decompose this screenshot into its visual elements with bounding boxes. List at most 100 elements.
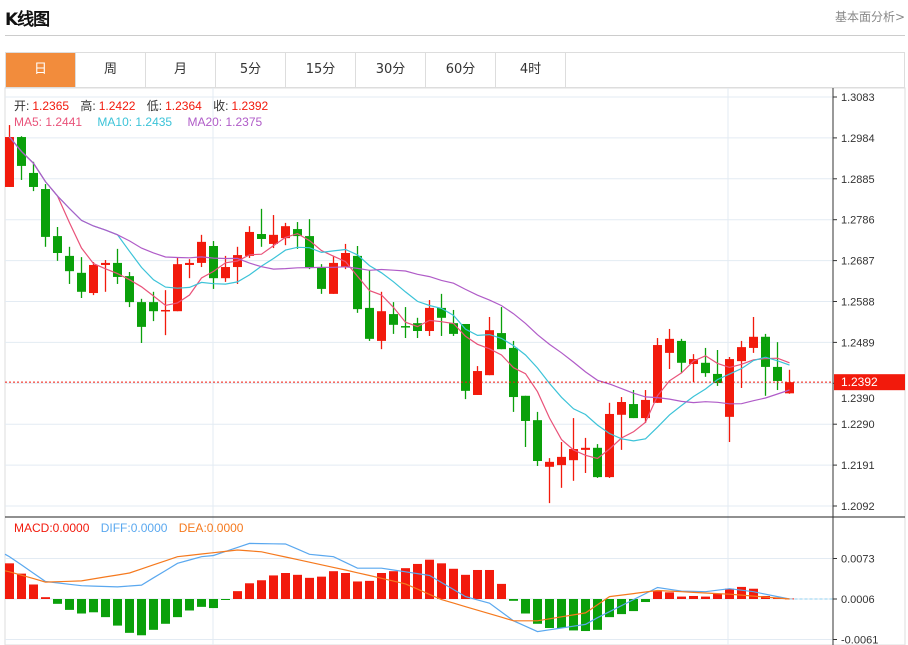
candle-down — [389, 314, 398, 325]
macd-bar-negative — [629, 599, 638, 612]
candle-down — [629, 404, 638, 419]
macd-bar-negative — [101, 599, 110, 618]
period-tabs: 日 周 月 5分 15分 30分 60分 4时 — [5, 52, 905, 88]
macd-bar-negative — [197, 599, 206, 607]
candle-down — [305, 236, 314, 268]
price-tick-label: 1.2687 — [841, 256, 875, 268]
macd-bar-negative — [149, 599, 158, 630]
candle-down — [521, 395, 530, 421]
price-tick-label: 1.2191 — [841, 460, 875, 472]
price-tick-label: 1.3083 — [841, 92, 875, 104]
macd-bar-positive — [353, 581, 362, 599]
candle-up — [725, 359, 734, 417]
macd-bar-positive — [41, 597, 50, 599]
candle-down — [293, 229, 302, 237]
macd-bar-positive — [701, 596, 710, 599]
ma10-value: MA10: 1.2435 — [97, 115, 173, 129]
candle-down — [77, 272, 86, 292]
macd-bar-positive — [713, 593, 722, 599]
page-title: K线图 — [5, 10, 50, 30]
ma20-value: MA20: 1.2375 — [187, 115, 263, 129]
price-tick-label: 1.2489 — [841, 337, 875, 349]
candle-down — [773, 366, 782, 381]
macd-bar-positive — [281, 573, 290, 599]
tab-4hour[interactable]: 4时 — [496, 53, 566, 87]
macd-bar-negative — [617, 599, 626, 615]
macd-bar-positive — [329, 571, 338, 599]
tab-60min[interactable]: 60分 — [426, 53, 496, 87]
close-label: 收: — [213, 99, 229, 113]
candle-up — [269, 234, 278, 244]
candle-up — [569, 449, 578, 461]
macd-bar-negative — [509, 599, 518, 601]
candle-up — [749, 336, 758, 348]
macd-bar-positive — [665, 592, 674, 599]
candle-down — [365, 307, 374, 339]
macd-value: MACD:0.0000 — [14, 521, 90, 535]
tab-15min[interactable]: 15分 — [286, 53, 356, 87]
candle-up — [665, 338, 674, 353]
candle-down — [713, 373, 722, 384]
candle-up — [341, 253, 350, 268]
candle-up — [653, 345, 662, 403]
candle-down — [509, 347, 518, 398]
macd-bar-negative — [593, 599, 602, 630]
macd-tick-label: -0.0061 — [841, 635, 878, 645]
macd-bar-positive — [653, 591, 662, 599]
candle-down — [41, 189, 50, 237]
tab-day[interactable]: 日 — [6, 53, 76, 87]
ma10-line — [9, 136, 790, 442]
tab-month[interactable]: 月 — [146, 53, 216, 87]
candle-up — [185, 262, 194, 265]
ma5-line — [9, 136, 790, 460]
macd-bar-positive — [305, 577, 314, 599]
tab-week[interactable]: 周 — [76, 53, 146, 87]
tab-5min[interactable]: 5分 — [216, 53, 286, 87]
macd-bar-negative — [641, 599, 650, 603]
macd-bar-positive — [389, 571, 398, 599]
ma20-line — [9, 136, 790, 405]
diff-line — [4, 542, 790, 633]
candle-up — [221, 267, 230, 279]
fundamental-analysis-link[interactable]: 基本面分析> — [834, 10, 905, 24]
candle-down — [317, 267, 326, 289]
candle-down — [437, 307, 446, 318]
candle-down — [761, 336, 770, 367]
macd-bar-positive — [245, 583, 254, 599]
candle-up — [245, 231, 254, 256]
macd-bar-negative — [113, 599, 122, 626]
candle-up — [485, 330, 494, 376]
candle-down — [53, 236, 62, 254]
price-tick-label: 1.2885 — [841, 174, 875, 186]
macd-bar-negative — [605, 599, 614, 618]
candle-up — [641, 399, 650, 419]
candle-down — [257, 234, 266, 239]
candle-up — [161, 309, 170, 312]
candle-up — [473, 371, 482, 395]
candle-up — [785, 382, 794, 394]
current-price-label: 1.2392 — [841, 375, 878, 389]
open-label: 开: — [14, 99, 30, 113]
macd-bar-positive — [341, 573, 350, 599]
candle-down — [209, 245, 218, 279]
macd-bar-negative — [545, 599, 554, 629]
tab-30min[interactable]: 30分 — [356, 53, 426, 87]
macd-bar-positive — [29, 584, 38, 599]
macd-bar-negative — [161, 599, 170, 624]
macd-bar-positive — [5, 563, 14, 599]
header-divider — [5, 35, 905, 36]
macd-bar-positive — [425, 559, 434, 599]
candle-up — [5, 137, 14, 187]
macd-bar-positive — [449, 568, 458, 599]
macd-bar-positive — [365, 580, 374, 599]
macd-bar-positive — [257, 580, 266, 599]
candle-down — [533, 420, 542, 462]
macd-bar-negative — [185, 599, 194, 611]
macd-bar-positive — [293, 574, 302, 599]
macd-bar-negative — [533, 599, 542, 624]
candle-up — [581, 447, 590, 450]
ma-info: MA5: 1.2441 MA10: 1.2435 MA20: 1.2375 — [14, 115, 265, 129]
dea-value: DEA:0.0000 — [178, 521, 244, 535]
macd-bar-negative — [173, 599, 182, 618]
